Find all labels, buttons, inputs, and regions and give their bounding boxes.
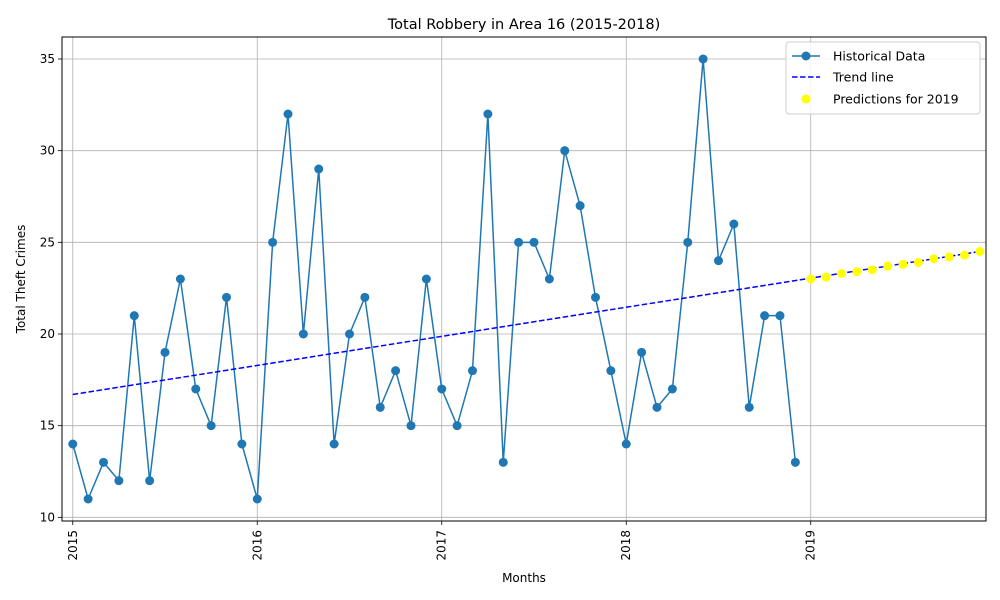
x-tick-label: 2018 bbox=[619, 530, 633, 561]
historical-data-point bbox=[514, 237, 524, 247]
x-axis-ticks: 2015 2016 2017 2018 2019 bbox=[66, 521, 818, 561]
legend-historical-marker bbox=[801, 51, 811, 61]
prediction-point bbox=[806, 274, 816, 284]
historical-data-point bbox=[421, 274, 431, 284]
historical-data-point bbox=[283, 109, 293, 119]
prediction-point bbox=[852, 267, 862, 277]
historical-data-point bbox=[360, 292, 370, 302]
historical-data-point bbox=[637, 347, 647, 357]
historical-data-point bbox=[99, 457, 109, 467]
historical-data-point bbox=[375, 402, 385, 412]
historical-data-point bbox=[345, 329, 355, 339]
historical-data-point bbox=[391, 366, 401, 376]
prediction-point bbox=[913, 258, 923, 267]
y-tick-label: 25 bbox=[40, 235, 55, 249]
historical-data-point bbox=[760, 311, 770, 321]
legend-historical-label: Historical Data bbox=[833, 49, 925, 64]
historical-data-point bbox=[683, 237, 693, 247]
prediction-point bbox=[821, 272, 831, 282]
y-tick-label: 10 bbox=[40, 510, 55, 524]
x-axis-label: Months bbox=[502, 571, 546, 585]
historical-data-point bbox=[544, 274, 554, 284]
y-axis-ticks: 10 15 20 25 30 35 bbox=[40, 52, 62, 524]
historical-data-point bbox=[483, 109, 493, 119]
y-tick-label: 15 bbox=[40, 419, 55, 433]
historical-data-point bbox=[498, 457, 508, 467]
x-tick-label: 2016 bbox=[250, 530, 264, 561]
historical-data-point bbox=[560, 146, 570, 156]
x-tick-label: 2017 bbox=[435, 530, 449, 561]
prediction-point bbox=[929, 254, 939, 264]
historical-data-point bbox=[268, 237, 278, 247]
historical-data-point bbox=[437, 384, 447, 394]
prediction-point bbox=[944, 252, 954, 262]
historical-data-point bbox=[621, 439, 631, 449]
legend-trend-label: Trend line bbox=[832, 70, 894, 85]
historical-data-point bbox=[252, 494, 262, 504]
historical-data-point bbox=[314, 164, 324, 174]
y-tick-label: 35 bbox=[40, 52, 55, 66]
historical-data-point bbox=[744, 402, 754, 412]
prediction-point bbox=[975, 247, 985, 256]
historical-data-point bbox=[83, 494, 93, 504]
historical-data-point bbox=[452, 421, 462, 431]
prediction-point bbox=[959, 250, 969, 260]
historical-data-line bbox=[72, 58, 797, 500]
historical-data-point bbox=[729, 219, 739, 229]
prediction-point bbox=[883, 261, 893, 271]
historical-data-point bbox=[114, 476, 124, 486]
plot-frame bbox=[61, 36, 987, 522]
legend: Historical Data Trend line Predictions f… bbox=[785, 41, 981, 115]
historical-data-point bbox=[775, 311, 785, 321]
y-tick-label: 30 bbox=[40, 144, 55, 158]
historical-data-point bbox=[790, 457, 800, 467]
legend-prediction-marker bbox=[801, 94, 811, 104]
x-tick-label: 2015 bbox=[66, 530, 80, 561]
historical-data-point bbox=[698, 54, 708, 64]
prediction-point bbox=[836, 269, 846, 278]
historical-data-point bbox=[222, 292, 232, 302]
historical-data-point bbox=[329, 439, 339, 449]
historical-data-point bbox=[406, 421, 416, 431]
plot-area bbox=[68, 54, 985, 504]
historical-data-point bbox=[68, 439, 78, 449]
historical-data-point bbox=[590, 292, 600, 302]
historical-data-point bbox=[206, 421, 216, 431]
legend-prediction-label: Predictions for 2019 bbox=[833, 92, 959, 107]
historical-data-point bbox=[191, 384, 201, 394]
historical-data-point bbox=[713, 256, 723, 266]
historical-data-point bbox=[237, 439, 247, 449]
chart-title: Total Robbery in Area 16 (2015-2018) bbox=[387, 17, 660, 33]
legend-box bbox=[785, 41, 981, 115]
y-tick-label: 20 bbox=[40, 327, 55, 341]
prediction-point bbox=[867, 265, 877, 275]
historical-data-point bbox=[160, 347, 170, 357]
historical-data-point bbox=[575, 201, 585, 211]
historical-data-point bbox=[298, 329, 308, 339]
historical-data-point bbox=[529, 237, 539, 247]
x-tick-label: 2019 bbox=[804, 530, 818, 561]
historical-data-point bbox=[129, 311, 139, 321]
prediction-point bbox=[898, 259, 908, 269]
historical-data-point bbox=[145, 476, 155, 486]
historical-data-point bbox=[606, 366, 616, 376]
historical-data-point bbox=[667, 384, 677, 394]
historical-data-point bbox=[175, 274, 185, 284]
y-axis-label: Total Theft Crimes bbox=[14, 225, 28, 335]
historical-data-point bbox=[467, 366, 477, 376]
historical-data-point bbox=[652, 402, 662, 412]
